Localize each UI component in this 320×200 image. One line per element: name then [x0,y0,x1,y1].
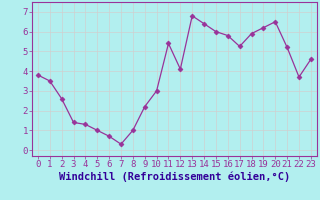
X-axis label: Windchill (Refroidissement éolien,°C): Windchill (Refroidissement éolien,°C) [59,172,290,182]
